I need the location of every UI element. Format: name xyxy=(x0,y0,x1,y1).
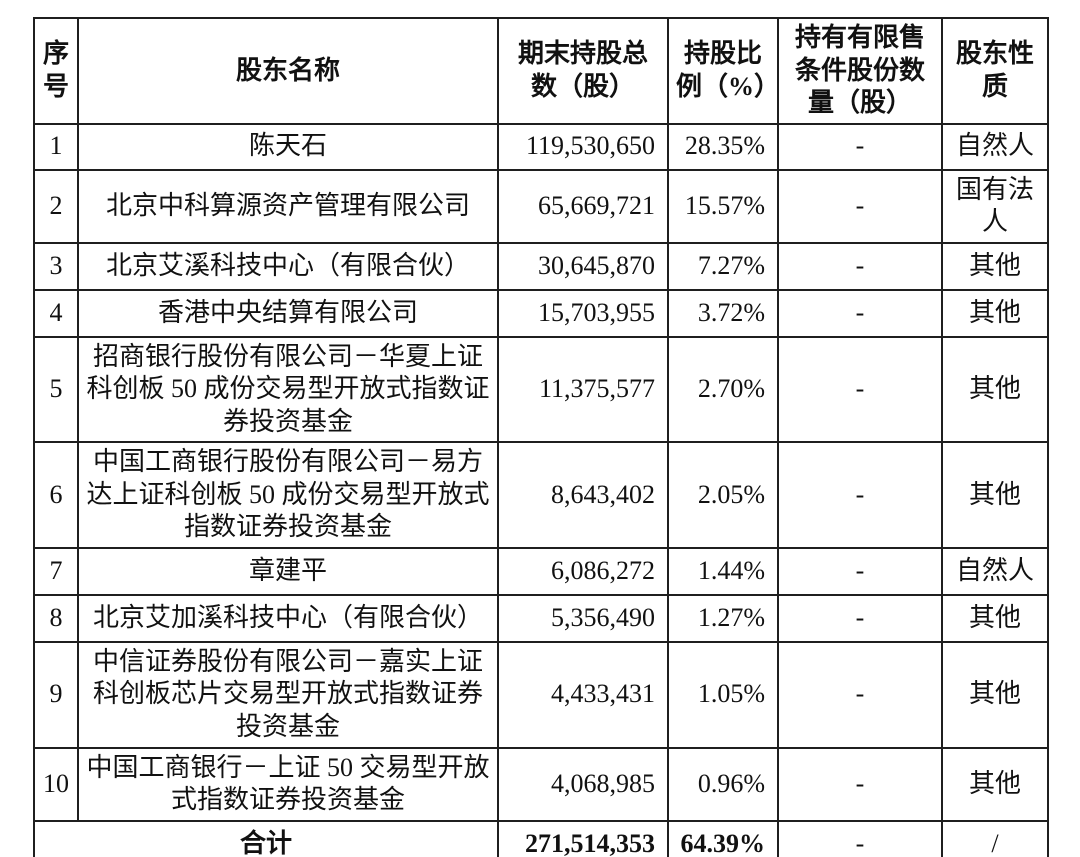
table-row: 7 章建平 6,086,272 1.44% - 自然人 xyxy=(33,546,1049,596)
total-restricted: - xyxy=(777,819,943,857)
shares-total: 65,669,721 xyxy=(497,168,669,244)
shareholder-nature: 其他 xyxy=(941,441,1049,549)
table-row: 6 中国工商银行股份有限公司－易方达上证科创板 50 成份交易型开放式指数证券投… xyxy=(33,441,1049,549)
restricted-shares: - xyxy=(777,441,943,549)
shareholder-name: 中国工商银行－上证 50 交易型开放式指数证券投资基金 xyxy=(77,746,499,822)
share-ratio: 0.96% xyxy=(667,746,779,822)
shareholder-name: 北京中科算源资产管理有限公司 xyxy=(77,168,499,244)
row-number: 7 xyxy=(33,546,79,596)
shareholder-name: 北京艾加溪科技中心（有限合伙） xyxy=(77,593,499,643)
shares-total: 4,433,431 xyxy=(497,640,669,749)
header-shareholder-nature: 股东性质 xyxy=(941,17,1049,125)
total-shares: 271,514,353 xyxy=(497,819,669,857)
shares-total: 11,375,577 xyxy=(497,335,669,443)
table-row: 4 香港中央结算有限公司 15,703,955 3.72% - 其他 xyxy=(33,288,1049,338)
shareholder-nature: 其他 xyxy=(941,593,1049,643)
shareholder-nature: 其他 xyxy=(941,640,1049,749)
restricted-shares: - xyxy=(777,168,943,244)
shares-total: 8,643,402 xyxy=(497,441,669,549)
restricted-shares: - xyxy=(777,546,943,596)
row-number: 10 xyxy=(33,746,79,822)
shares-total: 15,703,955 xyxy=(497,288,669,338)
table-row: 9 中信证券股份有限公司－嘉实上证科创板芯片交易型开放式指数证券投资基金 4,4… xyxy=(33,640,1049,749)
shares-total: 119,530,650 xyxy=(497,122,669,171)
shareholder-name: 陈天石 xyxy=(77,122,499,171)
header-shareholder-name: 股东名称 xyxy=(77,17,499,125)
shareholder-name: 中国工商银行股份有限公司－易方达上证科创板 50 成份交易型开放式指数证券投资基… xyxy=(77,441,499,549)
shareholder-name: 北京艾溪科技中心（有限合伙） xyxy=(77,241,499,291)
row-number: 5 xyxy=(33,335,79,443)
shareholder-name: 招商银行股份有限公司－华夏上证科创板 50 成份交易型开放式指数证券投资基金 xyxy=(77,335,499,443)
header-row-number: 序号 xyxy=(33,17,79,125)
row-number: 4 xyxy=(33,288,79,338)
total-nature: / xyxy=(941,819,1049,857)
row-number: 3 xyxy=(33,241,79,291)
shareholder-nature: 其他 xyxy=(941,288,1049,338)
share-ratio: 2.70% xyxy=(667,335,779,443)
share-ratio: 1.44% xyxy=(667,546,779,596)
share-ratio: 2.05% xyxy=(667,441,779,549)
row-number: 2 xyxy=(33,168,79,244)
table-total-row: 合计 271,514,353 64.39% - / xyxy=(33,819,1049,857)
table-row: 3 北京艾溪科技中心（有限合伙） 30,645,870 7.27% - 其他 xyxy=(33,241,1049,291)
shareholder-name: 中信证券股份有限公司－嘉实上证科创板芯片交易型开放式指数证券投资基金 xyxy=(77,640,499,749)
share-ratio: 1.05% xyxy=(667,640,779,749)
shareholder-name: 香港中央结算有限公司 xyxy=(77,288,499,338)
shares-total: 6,086,272 xyxy=(497,546,669,596)
shareholders-table: 序号 股东名称 期末持股总数（股） 持股比例（%） 持有有限售条件股份数量（股）… xyxy=(33,17,1049,857)
shareholder-nature: 其他 xyxy=(941,335,1049,443)
share-ratio: 7.27% xyxy=(667,241,779,291)
table-row: 2 北京中科算源资产管理有限公司 65,669,721 15.57% - 国有法… xyxy=(33,168,1049,244)
shareholder-nature: 自然人 xyxy=(941,546,1049,596)
shareholder-name: 章建平 xyxy=(77,546,499,596)
row-number: 1 xyxy=(33,122,79,171)
share-ratio: 15.57% xyxy=(667,168,779,244)
row-number: 8 xyxy=(33,593,79,643)
header-shares-total: 期末持股总数（股） xyxy=(497,17,669,125)
restricted-shares: - xyxy=(777,640,943,749)
shareholder-nature: 国有法人 xyxy=(941,168,1049,244)
shareholder-nature: 其他 xyxy=(941,241,1049,291)
restricted-shares: - xyxy=(777,241,943,291)
shareholder-nature: 其他 xyxy=(941,746,1049,822)
table-header-row: 序号 股东名称 期末持股总数（股） 持股比例（%） 持有有限售条件股份数量（股）… xyxy=(33,17,1049,125)
restricted-shares: - xyxy=(777,122,943,171)
restricted-shares: - xyxy=(777,746,943,822)
row-number: 6 xyxy=(33,441,79,549)
table-row: 8 北京艾加溪科技中心（有限合伙） 5,356,490 1.27% - 其他 xyxy=(33,593,1049,643)
shareholder-nature: 自然人 xyxy=(941,122,1049,171)
table-row: 1 陈天石 119,530,650 28.35% - 自然人 xyxy=(33,122,1049,171)
row-number: 9 xyxy=(33,640,79,749)
header-share-ratio: 持股比例（%） xyxy=(667,17,780,125)
share-ratio: 1.27% xyxy=(667,593,779,643)
shares-total: 30,645,870 xyxy=(497,241,669,291)
total-label: 合计 xyxy=(33,819,499,857)
table-row: 10 中国工商银行－上证 50 交易型开放式指数证券投资基金 4,068,985… xyxy=(33,746,1049,822)
table-row: 5 招商银行股份有限公司－华夏上证科创板 50 成份交易型开放式指数证券投资基金… xyxy=(33,335,1049,443)
share-ratio: 28.35% xyxy=(667,122,779,171)
shares-total: 4,068,985 xyxy=(497,746,669,822)
restricted-shares: - xyxy=(777,288,943,338)
shares-total: 5,356,490 xyxy=(497,593,669,643)
restricted-shares: - xyxy=(777,593,943,643)
total-ratio: 64.39% xyxy=(667,819,779,857)
header-restricted-shares: 持有有限售条件股份数量（股） xyxy=(777,17,943,125)
share-ratio: 3.72% xyxy=(667,288,779,338)
restricted-shares: - xyxy=(777,335,943,443)
